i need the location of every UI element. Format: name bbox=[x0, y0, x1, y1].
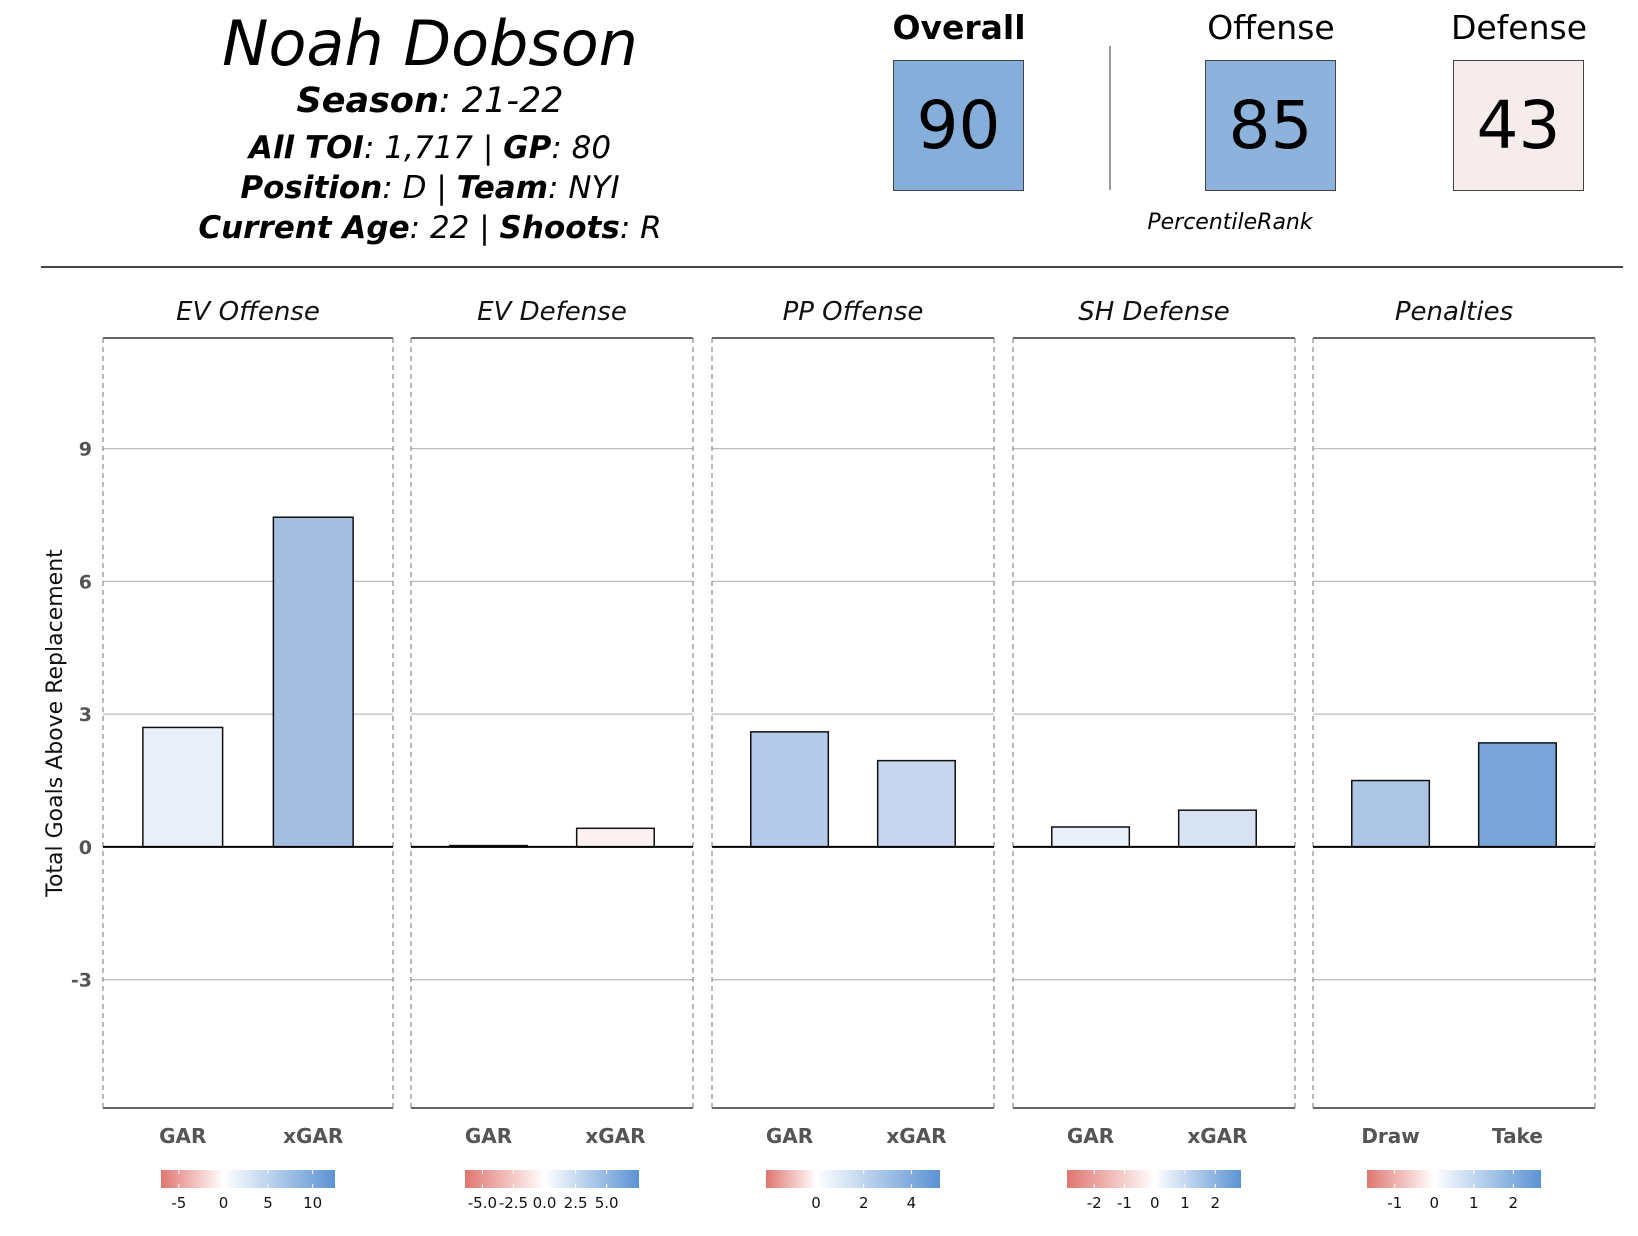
legend-tick-label: 5 bbox=[263, 1194, 273, 1212]
bar-take bbox=[1477, 742, 1557, 848]
legend-tick-label: 0.0 bbox=[533, 1194, 557, 1212]
x-tick-label: xGAR bbox=[1187, 1124, 1247, 1148]
season-line: Season: 21-22 bbox=[296, 81, 564, 121]
age-label: Current Age bbox=[198, 210, 410, 246]
legend-tick-label: 0 bbox=[1429, 1194, 1439, 1212]
x-tick-label: xGAR bbox=[585, 1124, 645, 1148]
legend-colorbar bbox=[1067, 1170, 1241, 1188]
x-tick-label: xGAR bbox=[283, 1124, 343, 1148]
position-team-line: Position: D | Team: NYI bbox=[240, 170, 620, 206]
bar-gar bbox=[750, 731, 830, 848]
facet-penalties: Penalties Draw Take -1 0 1 2 bbox=[1312, 297, 1596, 1212]
gp-value: 80 bbox=[571, 130, 612, 166]
shoots-value: R bbox=[640, 210, 662, 246]
facet-title: EV Defense bbox=[477, 297, 627, 327]
gp-label: GP bbox=[503, 130, 552, 166]
score-divider bbox=[1109, 46, 1111, 190]
legend-tick-label: 1 bbox=[1180, 1194, 1190, 1212]
legend-tick-label: 2 bbox=[1211, 1194, 1221, 1212]
legend-tick-label: -2.5 bbox=[499, 1194, 528, 1212]
player-name: Noah Dobson bbox=[222, 7, 638, 80]
legend-tick-label: 5.0 bbox=[595, 1194, 619, 1212]
legend-tick-label: 0 bbox=[219, 1194, 229, 1212]
overall-score-box: 90 bbox=[893, 60, 1024, 191]
legend-tick-label: -1 bbox=[1117, 1194, 1132, 1212]
position-value: D bbox=[402, 170, 427, 206]
facet-sh-defense: SH Defense GAR xGAR -2 -1 0 1 2 bbox=[1012, 297, 1296, 1212]
bar-xgar bbox=[272, 516, 354, 848]
legend-colorbar bbox=[161, 1170, 335, 1188]
y-tick-label: 0 bbox=[79, 837, 92, 859]
legend-tick-label: 2 bbox=[859, 1194, 869, 1212]
percentile-caption: PercentileRank bbox=[1147, 210, 1313, 235]
overall-label: Overall bbox=[892, 8, 1026, 47]
bar-xgar bbox=[1177, 809, 1257, 848]
legend-tick-label: -1 bbox=[1387, 1194, 1402, 1212]
toi-label: All TOI bbox=[248, 130, 364, 166]
x-tick-label: xGAR bbox=[886, 1124, 946, 1148]
player-card-header: Noah Dobson Season: 21-22 All TOI: 1,717… bbox=[0, 0, 1638, 260]
facet-ev-defense: EV Defense GAR xGAR -5.0 -2.5 0.0 2.5 5.0 bbox=[410, 297, 694, 1212]
x-tick-label: GAR bbox=[159, 1124, 206, 1148]
x-tick-label: GAR bbox=[766, 1124, 813, 1148]
legend-colorbar bbox=[766, 1170, 940, 1188]
team-label: Team bbox=[456, 170, 549, 206]
legend-tick-label: 2 bbox=[1509, 1194, 1519, 1212]
bar-xgar bbox=[876, 759, 956, 848]
legend-tick-label: -2 bbox=[1087, 1194, 1102, 1212]
facet-pp-offense: PP Offense GAR xGAR 0 2 4 bbox=[711, 297, 995, 1212]
y-tick-label: 6 bbox=[79, 571, 92, 593]
season-value: 21-22 bbox=[461, 81, 564, 121]
legend-tick-label: 1 bbox=[1469, 1194, 1479, 1212]
age-shoots-line: Current Age: 22 | Shoots: R bbox=[198, 210, 662, 246]
legend-tick-label: -5.0 bbox=[468, 1194, 497, 1212]
toi-value: 1,717 bbox=[384, 130, 474, 166]
x-tick-label: Draw bbox=[1361, 1124, 1419, 1148]
y-tick-label: 3 bbox=[79, 704, 92, 726]
shoots-label: Shoots bbox=[499, 210, 620, 246]
team-value: NYI bbox=[568, 170, 620, 206]
defense-score-box: 43 bbox=[1453, 60, 1584, 191]
bar-draw bbox=[1351, 779, 1431, 848]
x-tick-label: Take bbox=[1492, 1124, 1543, 1148]
defense-label: Defense bbox=[1450, 8, 1588, 47]
gar-faceted-bar-chart: Total Goals Above Replacement -3 0 3 6 9 EV Of… bbox=[43, 297, 1596, 1212]
facet-title: Penalties bbox=[1395, 297, 1513, 327]
facet-title: PP Offense bbox=[783, 297, 924, 327]
facet-title: EV Offense bbox=[176, 297, 320, 327]
bar-gar bbox=[142, 726, 224, 848]
legend-colorbar bbox=[1367, 1170, 1541, 1188]
legend-tick-label: -5 bbox=[171, 1194, 186, 1212]
header-divider bbox=[41, 266, 1623, 268]
legend-tick-label: 10 bbox=[303, 1194, 322, 1212]
facet-title: SH Defense bbox=[1078, 297, 1230, 327]
legend-tick-label: 0 bbox=[811, 1194, 821, 1212]
season-label: Season bbox=[296, 81, 439, 121]
offense-score-box: 85 bbox=[1205, 60, 1336, 191]
legend-tick-label: 2.5 bbox=[564, 1194, 588, 1212]
toi-gp-line: All TOI: 1,717 | GP: 80 bbox=[248, 130, 612, 166]
y-tick-label: -3 bbox=[71, 970, 92, 992]
y-tick-label: 9 bbox=[79, 439, 92, 461]
legend-colorbar bbox=[465, 1170, 639, 1188]
facet-ev-offense: EV Offense GAR xGAR -5 0 5 10 bbox=[102, 297, 394, 1212]
x-tick-label: GAR bbox=[1067, 1124, 1114, 1148]
legend-tick-label: 0 bbox=[1150, 1194, 1160, 1212]
legend-tick-label: 4 bbox=[907, 1194, 917, 1212]
bar-gar bbox=[1051, 826, 1131, 848]
position-label: Position bbox=[240, 170, 383, 206]
offense-label: Offense bbox=[1207, 8, 1335, 47]
age-value: 22 bbox=[429, 210, 470, 246]
bar-xgar bbox=[575, 827, 655, 848]
y-axis-title: Total Goals Above Replacement bbox=[43, 549, 68, 898]
x-tick-label: GAR bbox=[465, 1124, 512, 1148]
